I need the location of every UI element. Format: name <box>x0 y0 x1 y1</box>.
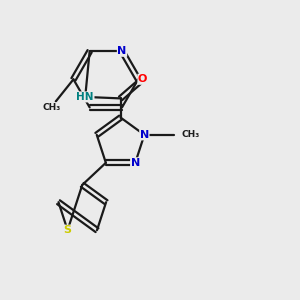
Text: S: S <box>64 225 72 235</box>
Text: N: N <box>117 46 127 56</box>
Text: HN: HN <box>76 92 94 102</box>
Text: CH₃: CH₃ <box>42 103 61 112</box>
Text: CH₃: CH₃ <box>181 130 200 139</box>
Text: O: O <box>138 74 147 84</box>
Text: N: N <box>140 130 149 140</box>
Text: N: N <box>130 158 140 168</box>
